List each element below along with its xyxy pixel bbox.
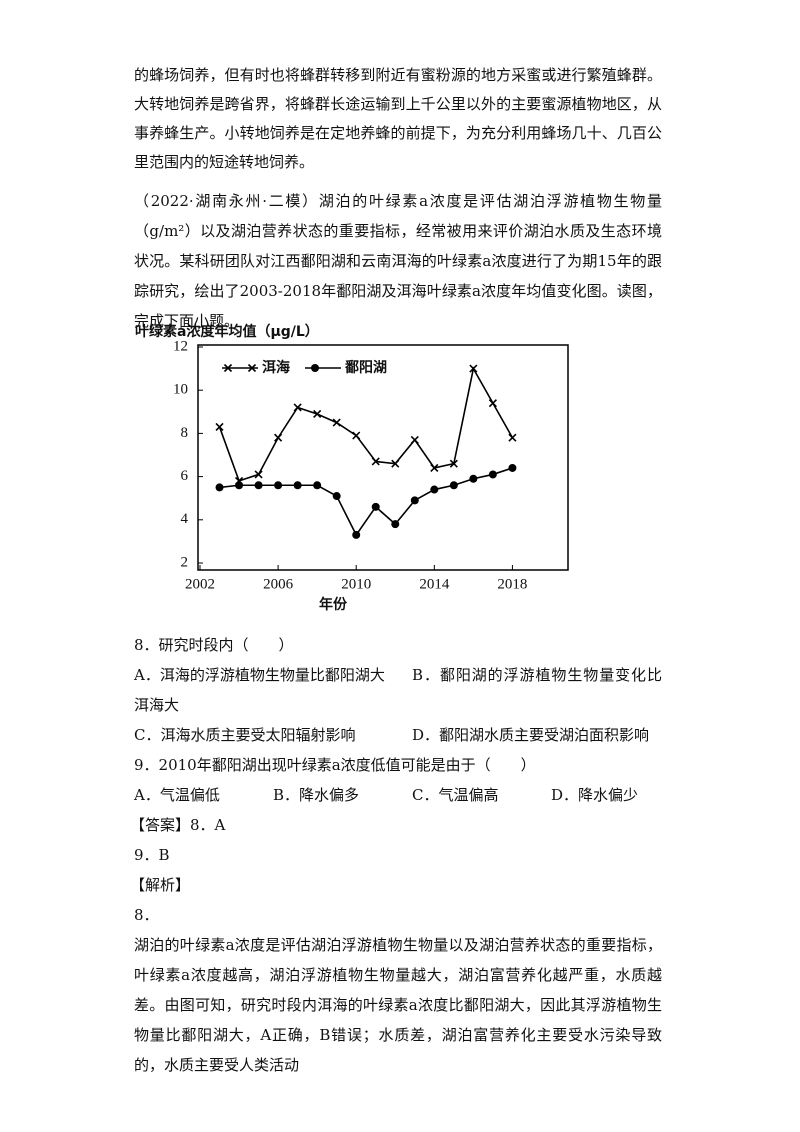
y-tick-label: 6 [181,468,189,484]
y-tick-label: 10 [173,382,188,398]
analysis-label: 【解析】 [130,876,191,894]
paragraph: （2022·湖南永州·二模）湖泊的叶绿素a浓度是评估湖泊浮游植物生物量（g/m²… [134,192,662,330]
point [469,474,478,483]
option: C．气温偏高 [412,786,499,804]
point [488,399,497,408]
point [391,459,400,468]
point [508,433,517,442]
point [371,457,380,466]
legend-label: 鄱阳湖 [344,359,387,376]
point [215,422,224,431]
option: A．洱海的浮游植物生物量比鄱阳湖大 [134,666,385,684]
options: A．气温偏低 B．降水偏多 C．气温偏高 D．降水偏少 [134,780,662,810]
point [215,483,224,492]
point [508,463,517,472]
point [235,481,244,490]
y-tick-label: 12 [173,338,188,354]
point [313,409,322,419]
point [410,496,419,505]
x-tick-label: 2006 [263,576,294,592]
point [293,403,302,412]
plot-frame [197,344,569,571]
analysis-number: 8． [134,906,159,924]
legend-label: 洱海 [262,359,290,376]
option: C．洱海水质主要受太阳辐射影响 [134,726,356,744]
paragraph: 的蜂场饲养，但有时也将蜂群转移到附近有蜜粉源的地方采蜜或进行繁殖蜂群。大转地饲养… [134,66,662,171]
y-tick-label: 2 [181,554,189,570]
legend-marker [223,363,233,373]
question-stem: 8．研究时段内（ ） [134,636,294,654]
y-tick-label: 4 [181,511,189,527]
answer-label: 【答案】 [130,816,191,834]
x-tick-label: 2002 [185,576,215,592]
point [449,459,458,468]
point [254,481,263,490]
point [371,502,380,511]
option: D．降水偏少 [551,786,639,804]
questions: 8．研究时段内（ ） A．洱海的浮游植物生物量比鄱阳湖大 B．鄱阳湖的浮游植物生物… [130,630,662,1080]
options: A．洱海的浮游植物生物量比鄱阳湖大 B．鄱阳湖的浮游植物生物量变化比洱海大 [134,660,662,720]
point [254,470,263,479]
y-axis-label: 叶绿素a浓度年均值（μg/L） [135,323,319,340]
point [332,492,341,501]
chart: 叶绿素a浓度年均值（μg/L） 年份 2 4 6 8 10 12 2002 2006 2010 2… [135,323,569,613]
point [391,520,400,529]
point [332,418,341,427]
point [293,481,302,490]
point [352,530,361,539]
point [274,481,283,490]
options: C．洱海水质主要受太阳辐射影响 D．鄱阳湖水质主要受湖泊面积影响 [134,720,662,750]
legend-marker [247,363,257,373]
point [449,481,458,490]
point [488,470,497,479]
series-line [219,467,513,537]
point [430,485,439,494]
point [274,433,283,442]
question-stem: 9．2010年鄱阳湖出现叶绿素a浓度低值可能是由于（ ） [134,756,536,774]
option: B．鄱阳湖的浮游植物生物量变化比洱海大 [134,666,662,714]
x-tick-label: 2010 [341,576,371,592]
point [469,364,478,373]
point [430,463,439,473]
legend-marker [311,364,319,372]
x-axis-label: 年份 [319,596,348,613]
answer-line: 8．A [190,816,226,834]
answer: 【答案】8．A [130,810,662,840]
point [352,431,361,440]
option: B．降水偏多 [273,786,360,804]
point [313,481,322,490]
x-tick-label: 2014 [419,576,450,592]
point [410,435,419,444]
series-line [218,366,514,482]
analysis-text: 湖泊的叶绿素a浓度是评估湖泊浮游植物生物量以及湖泊营养状态的重要指标，叶绿素a浓… [134,936,662,1074]
option: D．鄱阳湖水质主要受湖泊面积影响 [412,726,650,744]
option: A．气温偏低 [134,786,220,804]
x-tick-label: 2018 [497,576,527,592]
answer-line: 9．B [134,846,170,864]
y-tick-label: 8 [181,425,189,441]
